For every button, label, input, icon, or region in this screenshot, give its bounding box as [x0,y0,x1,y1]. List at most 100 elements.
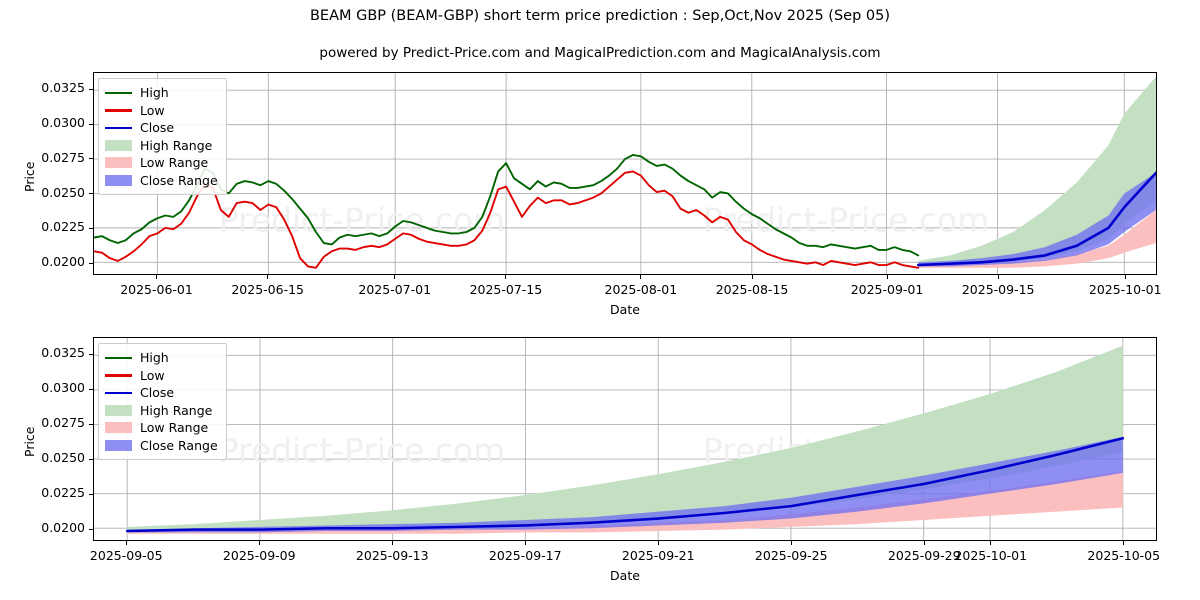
swatch-fill [105,422,132,433]
x-tick-label: 2025-09-09 [209,548,309,563]
x-tick-mark [791,541,792,545]
x-tick-label: 2025-10-01 [1075,282,1175,297]
x-tick-label: 2025-10-01 [941,548,1041,563]
x-tick-mark [156,275,157,279]
y-tick-mark [89,424,93,425]
x-tick-mark [887,275,888,279]
y-tick-label: 0.0300 [15,380,85,395]
low-swatch-icon [105,104,132,117]
legend-label: High [140,351,169,364]
figure: BEAM GBP (BEAM-GBP) short term price pre… [0,0,1200,600]
y-tick-mark [89,193,93,194]
x-tick-label: 2025-06-15 [218,282,318,297]
swatch-fill [105,357,132,359]
legend-label: Low Range [140,421,208,434]
y-tick-mark [89,459,93,460]
x-tick-mark [658,541,659,545]
swatch-fill [105,140,132,151]
high-swatch-icon [105,86,132,99]
y-tick-mark [89,354,93,355]
bottom-chart-legend-item-low: Low [105,367,218,385]
x-tick-mark [505,275,506,279]
swatch-fill [105,109,132,111]
x-tick-mark [990,541,991,545]
swatch-fill [105,374,132,376]
top-chart-plot-area: Predict-Price.comPredict-Price.comPredic… [93,72,1157,275]
high-range-swatch-icon [105,404,132,417]
swatch-fill [105,175,132,186]
low-range-swatch-icon [105,156,132,169]
legend-label: Low Range [140,156,208,169]
close-range-swatch-icon [105,174,132,187]
x-axis-label: Date [93,568,1157,583]
swatch-fill [105,405,132,416]
legend-label: Close Range [140,439,218,452]
x-tick-mark [1125,275,1126,279]
x-tick-mark [392,541,393,545]
legend-label: High [140,86,169,99]
bottom-chart-legend: High LowClose High Range Low Range Close Ran… [98,343,227,460]
x-tick-label: 2025-10-05 [1074,548,1174,563]
chart-subtitle: powered by Predict-Price.com and Magical… [0,45,1200,61]
x-tick-label: 2025-07-01 [345,282,445,297]
bottom-chart-legend-item-high-range: High Range [105,402,218,420]
y-tick-mark [89,124,93,125]
bottom-chart-plot-area: Predict-Price.comPredict-Price.com [93,337,1157,541]
top-chart-legend-item-high: High [105,84,218,102]
y-tick-label: 0.0200 [15,520,85,535]
low-swatch-icon [105,369,132,382]
y-tick-mark [89,389,93,390]
y-tick-label: 0.0225 [15,219,85,234]
x-tick-label: 2025-09-13 [342,548,442,563]
y-tick-label: 0.0225 [15,485,85,500]
bottom-chart-legend-item-close-range: Close Range [105,437,218,455]
legend-label: High Range [140,404,212,417]
swatch-fill [105,392,132,394]
x-tick-label: 2025-08-01 [591,282,691,297]
y-tick-mark [89,228,93,229]
x-tick-mark [259,541,260,545]
top-chart-legend-item-close: Close [105,119,218,137]
x-tick-mark [640,275,641,279]
top-chart-legend-item-close-range: Close Range [105,172,218,190]
svg-text:Predict-Price.com: Predict-Price.com [703,202,989,240]
x-tick-mark [525,541,526,545]
top-chart-legend-item-low-range: Low Range [105,154,218,172]
y-tick-mark [89,529,93,530]
close-swatch-icon [105,386,132,399]
y-tick-mark [89,263,93,264]
y-tick-label: 0.0325 [15,80,85,95]
top-chart-legend-item-high-range: High Range [105,137,218,155]
close-swatch-icon [105,121,132,134]
x-tick-mark [998,275,999,279]
x-tick-label: 2025-09-21 [608,548,708,563]
x-axis-label: Date [93,302,1157,317]
swatch-fill [105,92,132,94]
x-tick-mark [394,275,395,279]
svg-text:Predict-Price.com: Predict-Price.com [219,202,505,240]
x-tick-label: 2025-09-15 [948,282,1048,297]
swatch-fill [105,127,132,129]
legend-label: Close [140,386,174,399]
x-tick-mark [126,541,127,545]
bottom-chart-canvas: Predict-Price.comPredict-Price.com [94,338,1156,540]
x-tick-label: 2025-09-25 [741,548,841,563]
chart-title: BEAM GBP (BEAM-GBP) short term price pre… [0,8,1200,24]
swatch-fill [105,157,132,168]
y-tick-label: 0.0300 [15,115,85,130]
legend-label: Low [140,104,165,117]
x-tick-label: 2025-09-17 [475,548,575,563]
x-tick-label: 2025-08-15 [702,282,802,297]
legend-label: Close Range [140,174,218,187]
y-tick-mark [89,158,93,159]
x-tick-mark [267,275,268,279]
bottom-chart-legend-item-low-range: Low Range [105,419,218,437]
legend-label: High Range [140,139,212,152]
y-tick-label: 0.0325 [15,345,85,360]
legend-label: Close [140,121,174,134]
y-axis-label: Price [22,161,37,192]
top-chart-legend: High Low Close High Range Low Range Close Ran… [98,78,227,195]
low-range-swatch-icon [105,421,132,434]
x-tick-mark [924,541,925,545]
bottom-chart-legend-item-close: Close [105,384,218,402]
